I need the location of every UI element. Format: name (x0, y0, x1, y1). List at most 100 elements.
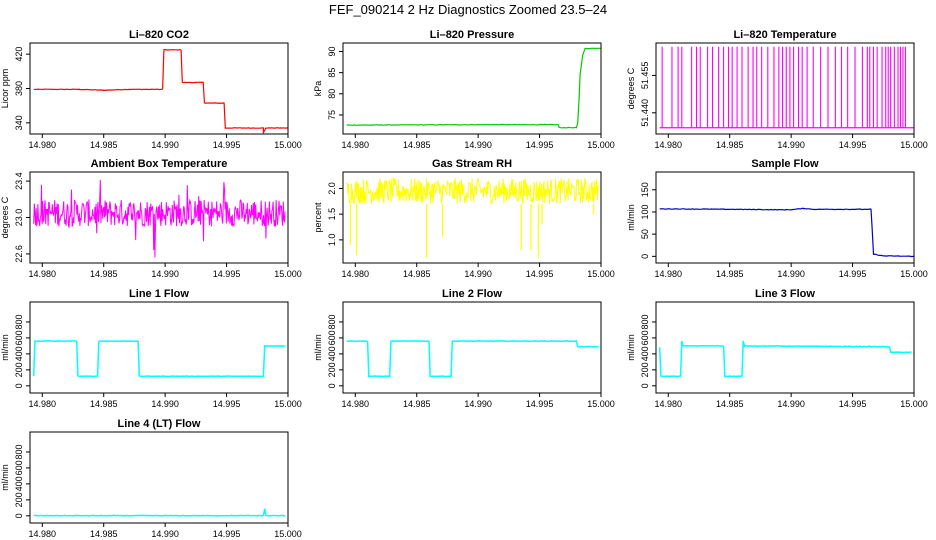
y-tick-label: 1.0 (327, 234, 337, 247)
chart-li-820-temperature: Li–820 Temperature degrees C 14.980 14.985 1… (626, 29, 928, 150)
data-layer (33, 179, 286, 258)
y-tick-label: 0 (640, 383, 650, 388)
chart-line-3-flow: Line 3 Flow ml/min 14.980 14.985 14.990 14.99… (626, 288, 928, 409)
y-axis-label: ml/min (626, 204, 636, 231)
plot-frame (342, 301, 602, 394)
x-tick-label: 14.985 (403, 269, 431, 279)
plot-frame (655, 301, 915, 394)
y-axis-label: Licor ppm (0, 69, 10, 109)
y-tick-label: 23.4 (14, 172, 24, 190)
chart-title: Gas Stream RH (432, 158, 512, 170)
x-tick-label: 14.985 (403, 140, 431, 150)
y-tick-label: 400 (327, 346, 337, 361)
data-layer (659, 207, 914, 258)
x-tick-label: 14.995 (526, 269, 554, 279)
x-tick-label: 14.995 (213, 269, 241, 279)
y-tick-label: 51.455 (640, 62, 650, 90)
y-axis-label: percent (313, 202, 323, 233)
y-tick-label: 600 (14, 460, 24, 475)
y-tick-label: 85 (327, 68, 337, 78)
plot-frame (29, 301, 289, 394)
x-tick-label: 15.000 (587, 140, 615, 150)
x-tick-label: 14.990 (151, 140, 179, 150)
x-tick-label: 14.995 (526, 140, 554, 150)
y-tick-label: 400 (640, 346, 650, 361)
y-tick-label: 0 (14, 383, 24, 388)
y-tick-label: 0 (327, 383, 337, 388)
chart-sample-flow: Sample Flow ml/min 14.980 14.985 14.990 14.99… (626, 158, 928, 279)
x-tick-label: 14.995 (839, 399, 867, 409)
x-tick-label: 14.995 (213, 399, 241, 409)
plot-frame (29, 171, 289, 264)
x-tick-label: 14.990 (464, 140, 492, 150)
chart-title: Ambient Box Temperature (91, 158, 228, 170)
series-line (33, 508, 286, 517)
y-tick-label: 200 (14, 492, 24, 507)
x-tick-label: 14.980 (29, 269, 57, 279)
x-tick-label: 14.995 (526, 399, 554, 409)
y-tick-label: 0 (14, 513, 24, 518)
y-tick-label: 90 (327, 46, 337, 56)
y-tick-label: 23.0 (14, 209, 24, 227)
data-layer (346, 340, 599, 378)
chart-gas-stream-rh: Gas Stream RH percent 14.980 14.985 14.990 14… (313, 158, 615, 279)
x-tick-label: 14.990 (151, 529, 179, 539)
data-layer (346, 47, 601, 129)
x-tick-label: 14.985 (90, 140, 118, 150)
y-tick-label: 1.5 (327, 208, 337, 221)
y-tick-label: 420 (14, 47, 24, 62)
x-tick-label: 14.980 (342, 269, 370, 279)
data-layer (658, 340, 912, 378)
chart-title: Sample Flow (751, 158, 819, 170)
x-tick-label: 14.985 (90, 529, 118, 539)
chart-line-4-lt-flow: Line 4 (LT) Flow ml/min 14.980 14.985 14.990… (0, 418, 302, 539)
x-tick-label: 14.985 (90, 399, 118, 409)
plot-frame (342, 171, 602, 264)
x-tick-label: 14.985 (90, 269, 118, 279)
y-axis-label: ml/min (626, 334, 636, 361)
x-tick-label: 15.000 (900, 140, 928, 150)
y-tick-label: 150 (640, 182, 650, 197)
x-tick-label: 15.000 (274, 399, 302, 409)
series-line (658, 340, 912, 378)
y-axis-label: ml/min (313, 334, 323, 361)
data-layer (33, 508, 286, 517)
y-tick-label: 51.440 (640, 99, 650, 127)
plot-frame (29, 431, 289, 524)
y-tick-label: 400 (14, 346, 24, 361)
x-tick-label: 14.995 (213, 140, 241, 150)
x-tick-label: 14.980 (655, 269, 683, 279)
x-tick-label: 14.990 (464, 399, 492, 409)
x-tick-label: 15.000 (274, 529, 302, 539)
y-tick-label: 200 (327, 362, 337, 377)
y-tick-label: 200 (640, 362, 650, 377)
y-tick-label: 2.0 (327, 182, 337, 195)
page-title: FEF_090214 2 Hz Diagnostics Zoomed 23.5–… (328, 2, 608, 17)
y-tick-label: 100 (640, 204, 650, 219)
series-line (659, 207, 914, 258)
series-line (33, 179, 286, 258)
x-tick-label: 14.990 (777, 140, 805, 150)
plot-frame (655, 171, 915, 264)
y-tick-label: 400 (14, 476, 24, 491)
y-axis-label: kPa (313, 81, 323, 97)
y-tick-label: 800 (327, 314, 337, 329)
x-tick-label: 14.985 (403, 399, 431, 409)
y-tick-label: 380 (14, 81, 24, 96)
chart-li-820-pressure: Li–820 Pressure kPa 14.980 14.985 14.990 14.9… (313, 29, 615, 150)
x-tick-label: 14.990 (777, 399, 805, 409)
chart-title: Line 2 Flow (442, 288, 502, 300)
series-line (346, 47, 601, 129)
chart-title: Line 1 Flow (129, 288, 189, 300)
y-tick-label: 800 (640, 314, 650, 329)
y-tick-label: 600 (14, 330, 24, 345)
chart-title: Li–820 Temperature (733, 29, 836, 41)
chart-title: Line 3 Flow (755, 288, 815, 300)
chart-li-820-co2: Li–820 CO2 Licor ppm 14.980 14.985 14.990 14.… (0, 29, 302, 150)
series-line (32, 340, 286, 378)
x-tick-label: 14.980 (29, 399, 57, 409)
plot-frame (655, 42, 915, 135)
y-axis-label: ml/min (0, 464, 10, 491)
y-tick-label: 800 (14, 444, 24, 459)
x-tick-label: 14.990 (151, 399, 179, 409)
